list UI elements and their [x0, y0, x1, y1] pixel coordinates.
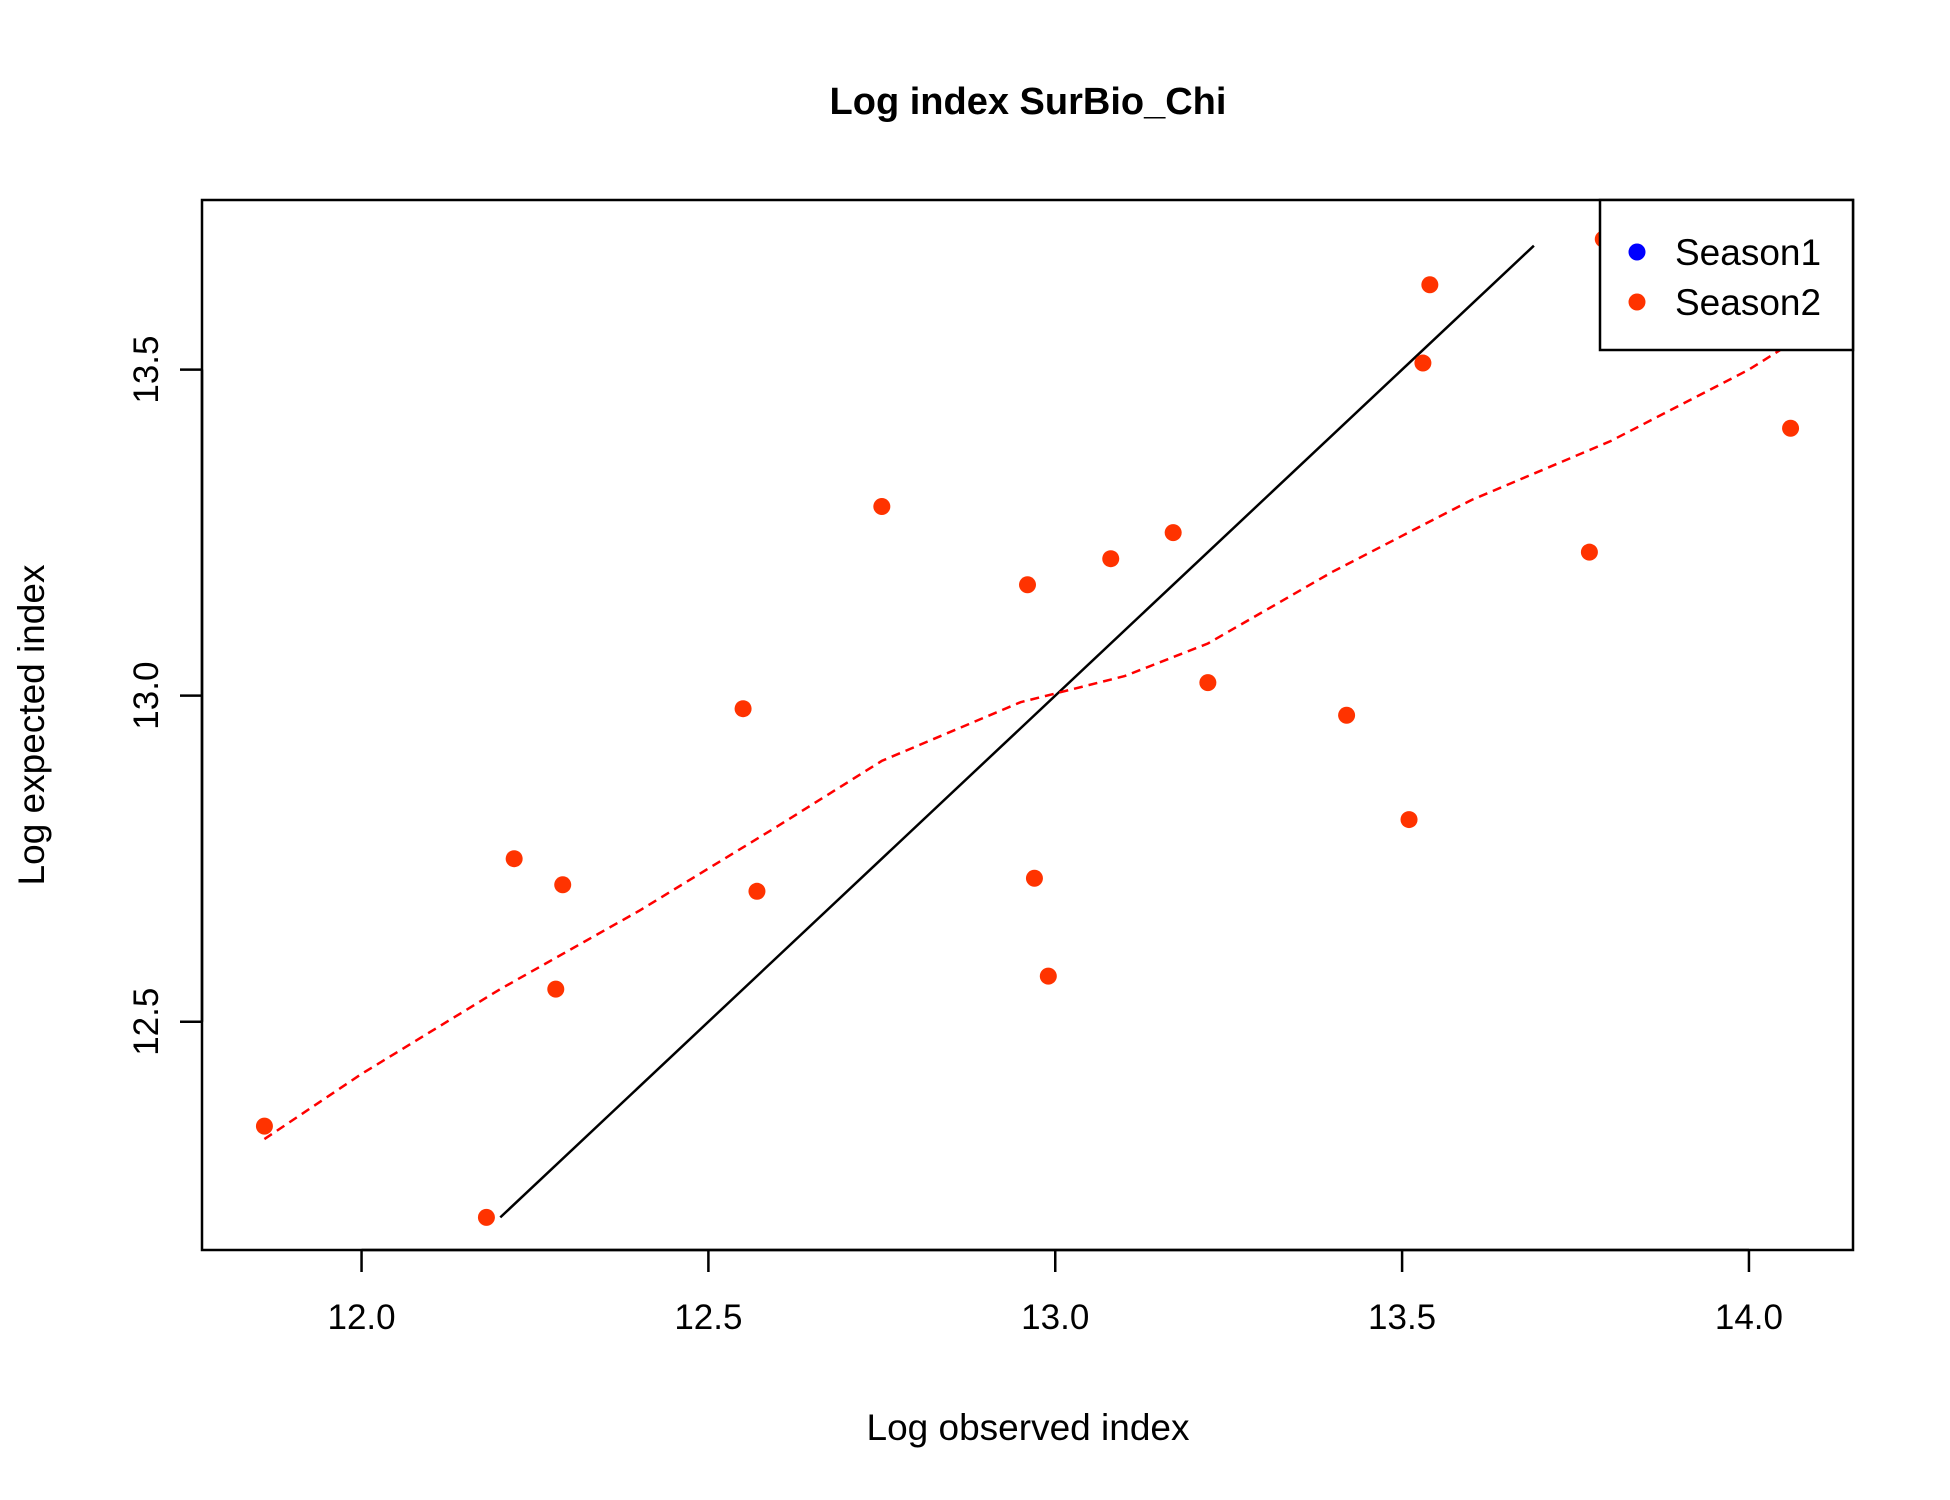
legend-label-season1: Season1	[1675, 232, 1821, 273]
data-point-season2	[255, 1117, 273, 1135]
data-point-season2	[547, 980, 565, 998]
data-point-season2	[1102, 550, 1120, 568]
data-point-season2	[1039, 967, 1057, 985]
plot-frame	[200, 198, 1855, 1252]
data-point-season2	[1025, 869, 1043, 887]
smooth-trend-line	[263, 342, 1792, 1141]
legend: Season1 Season2	[1598, 198, 1855, 352]
data-point-season2	[1019, 576, 1036, 594]
data-point-season2	[1199, 674, 1217, 692]
data-point-season2	[1421, 276, 1439, 294]
data-point-season2	[1414, 354, 1432, 372]
data-point-season2	[873, 498, 891, 516]
data-point-season2	[1164, 524, 1182, 542]
identity-line	[499, 244, 1535, 1219]
data-point-season2	[1580, 543, 1598, 561]
x-tick-label: 13.5	[1368, 1298, 1436, 1337]
data-point-season2	[1782, 419, 1800, 437]
data-point-season2	[1400, 811, 1418, 829]
x-tick-label: 12.0	[327, 1298, 395, 1337]
data-point-season2	[505, 850, 523, 868]
plot-content	[255, 230, 1800, 1226]
chart-title: Log index SurBio_Chi	[830, 81, 1227, 123]
x-tick-label: 14.0	[1715, 1298, 1783, 1337]
x-tick-label: 13.0	[1021, 1298, 1089, 1337]
data-point-season2	[477, 1208, 495, 1226]
data-point-season2	[1338, 706, 1356, 724]
y-tick-label: 13.5	[127, 336, 166, 404]
legend-marker-season2	[1628, 293, 1646, 311]
legend-marker-season1	[1628, 243, 1646, 261]
y-tick-label: 12.5	[127, 988, 166, 1056]
y-axis-label: Log expected index	[11, 564, 52, 885]
data-point-season2	[748, 882, 766, 900]
x-axis: 12.0 12.5 13.0 13.5 14.0	[327, 1248, 1783, 1337]
x-axis-label: Log observed index	[867, 1407, 1190, 1448]
legend-label-season2: Season2	[1675, 282, 1821, 323]
legend-box	[1598, 198, 1855, 352]
data-point-season2	[734, 700, 752, 718]
data-point-season2	[554, 876, 572, 894]
x-tick-label: 12.5	[674, 1298, 742, 1337]
y-tick-label: 13.0	[127, 662, 166, 730]
y-axis: 12.5 13.0 13.5	[127, 336, 204, 1056]
